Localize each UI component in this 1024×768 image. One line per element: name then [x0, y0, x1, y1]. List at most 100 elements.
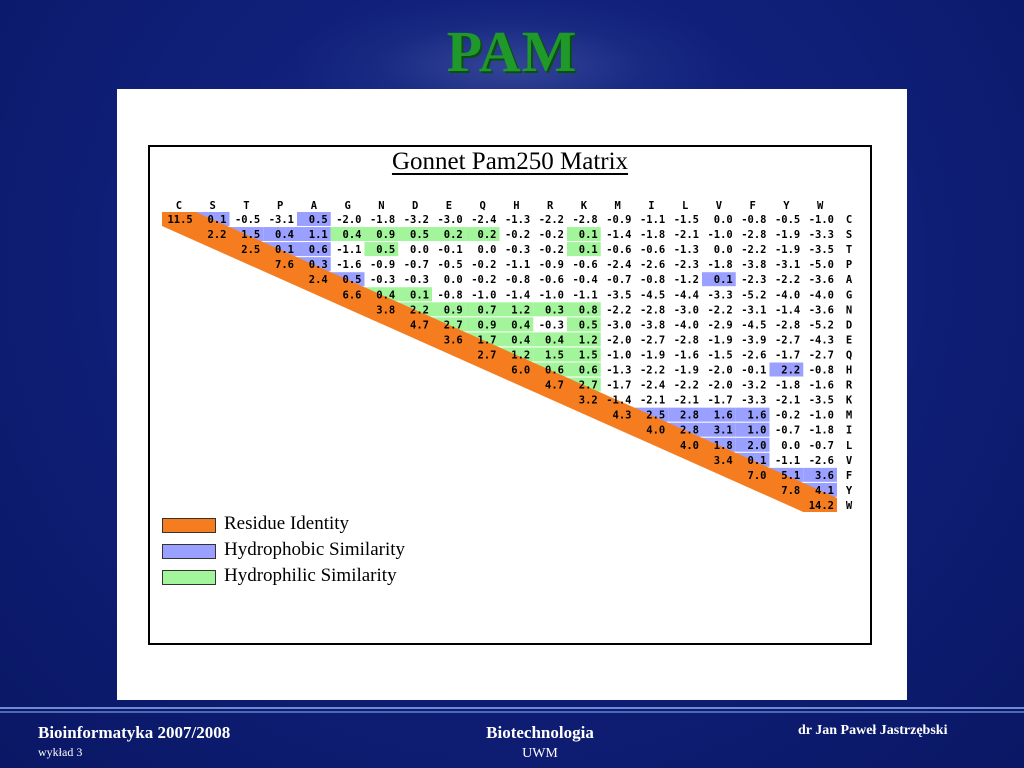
matrix-value: -3.0 [674, 304, 699, 316]
matrix-value: 0.7 [478, 304, 497, 316]
matrix-value: -3.1 [775, 259, 800, 271]
matrix-value: 0.4 [343, 229, 362, 241]
footer-field: Biotechnologia [486, 723, 594, 742]
matrix-value: 4.0 [646, 425, 665, 437]
matrix-value: -2.1 [674, 395, 699, 407]
column-header: H [513, 200, 519, 212]
matrix-value: 1.2 [511, 304, 530, 316]
matrix-value: -0.2 [471, 259, 496, 271]
matrix-value: -1.1 [775, 455, 800, 467]
matrix-value: -0.3 [404, 274, 429, 286]
column-header: C [176, 200, 182, 212]
matrix-value: -1.2 [674, 274, 699, 286]
hydrophilic-cell [567, 242, 601, 257]
matrix-value: 0.5 [376, 244, 395, 256]
matrix-value: -3.5 [606, 289, 631, 301]
matrix-value: -2.2 [707, 304, 732, 316]
row-header: C [846, 214, 852, 226]
matrix-value: -1.1 [572, 289, 597, 301]
matrix-value: 11.5 [167, 214, 192, 226]
row-header: W [846, 500, 853, 512]
matrix-value: 0.1 [275, 244, 294, 256]
legend-item-hydrophilic: Hydrophilic Similarity [162, 565, 482, 591]
matrix-value: 0.0 [781, 440, 800, 452]
hydrophilic-cell [533, 347, 567, 362]
hydrophobic-cell [668, 407, 702, 422]
matrix-value: -5.0 [809, 259, 834, 271]
matrix-value: -0.7 [404, 259, 429, 271]
matrix-value: -2.0 [336, 214, 361, 226]
matrix-value: 3.6 [444, 334, 463, 346]
identity-diagonal-band [162, 212, 837, 512]
hydrophobic-cell [803, 467, 837, 482]
legend-label-hydrophobic: Hydrophobic Similarity [224, 539, 406, 560]
hydrophilic-cell [432, 227, 466, 242]
matrix-value: -0.8 [640, 274, 665, 286]
matrix-value: -2.2 [775, 274, 800, 286]
matrix-value: -0.5 [437, 259, 462, 271]
hydrophobic-cell [735, 437, 770, 452]
matrix-value: -0.8 [741, 214, 766, 226]
hydrophilic-cell [465, 227, 500, 242]
hydrophobic-cell [297, 212, 331, 226]
matrix-value: 7.8 [781, 485, 800, 497]
matrix-value: 0.0 [478, 244, 497, 256]
matrix-value: 0.2 [478, 229, 497, 241]
hydrophilic-cell [533, 332, 567, 347]
row-header: H [846, 365, 852, 377]
matrix-value: 0.8 [579, 304, 598, 316]
matrix-value: 2.7 [579, 380, 598, 392]
hydrophilic-cell [330, 227, 365, 242]
matrix-value: -2.0 [606, 334, 631, 346]
matrix-value: -5.2 [741, 289, 766, 301]
matrix-value: -2.2 [741, 244, 766, 256]
matrix-value: 0.1 [410, 289, 429, 301]
matrix-value: 0.3 [545, 304, 564, 316]
column-header: V [716, 200, 723, 212]
matrix-value: -1.6 [674, 349, 699, 361]
matrix-value: 0.1 [579, 244, 598, 256]
matrix-value: 2.5 [241, 244, 260, 256]
matrix-value: 2.4 [309, 274, 328, 286]
matrix-value: 2.2 [781, 365, 800, 377]
matrix-value: -2.3 [674, 259, 699, 271]
matrix-value: -3.1 [741, 304, 766, 316]
matrix-value: -1.6 [336, 259, 361, 271]
row-header: A [846, 274, 853, 286]
matrix-value: -0.7 [775, 425, 800, 437]
matrix-value: 1.7 [478, 334, 497, 346]
column-header: I [648, 200, 654, 212]
column-header: M [614, 200, 620, 212]
footer-lecture: wykład 3 [38, 745, 83, 759]
footer-divider [0, 707, 1024, 709]
matrix-value: -1.1 [505, 259, 530, 271]
matrix-value: 2.8 [680, 410, 699, 422]
matrix-value: -1.8 [370, 214, 395, 226]
matrix-value: -1.4 [775, 304, 800, 316]
matrix-value: 1.5 [579, 349, 598, 361]
matrix-value: -2.4 [640, 380, 665, 392]
matrix-value: -2.9 [707, 319, 732, 331]
matrix-value: 0.6 [309, 244, 328, 256]
matrix-value: -0.6 [572, 259, 597, 271]
matrix-value: -1.0 [707, 229, 732, 241]
matrix-value: -4.0 [775, 289, 800, 301]
matrix-value: -1.0 [606, 349, 631, 361]
matrix-value: -2.1 [640, 395, 665, 407]
matrix-value: -1.9 [775, 229, 800, 241]
matrix-value: -2.2 [539, 214, 564, 226]
legend-label-hydrophilic: Hydrophilic Similarity [224, 565, 397, 586]
matrix-value: -4.3 [809, 334, 834, 346]
matrix-value: -0.9 [606, 214, 631, 226]
row-header: Y [846, 485, 853, 497]
matrix-value: 1.5 [241, 229, 260, 241]
legend-item-identity: Residue Identity [162, 513, 482, 539]
matrix-value: -2.8 [741, 229, 766, 241]
matrix-value: 4.0 [680, 440, 699, 452]
matrix-value: 0.1 [579, 229, 598, 241]
matrix-value: 2.7 [478, 349, 497, 361]
hydrophilic-cell [499, 332, 534, 347]
matrix-value: 2.5 [646, 410, 665, 422]
matrix-value: -1.0 [809, 410, 834, 422]
